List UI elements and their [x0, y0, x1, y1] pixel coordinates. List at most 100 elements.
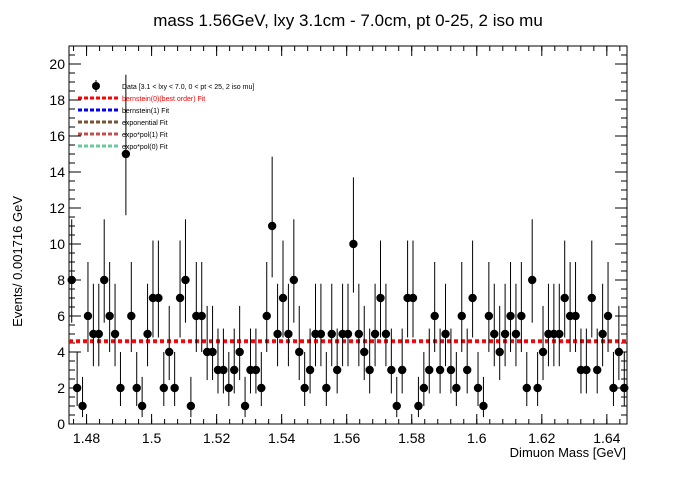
y-tick-label: 14 — [49, 164, 65, 180]
data-point — [527, 275, 537, 285]
chart-title: mass 1.56GeV, lxy 3.1cm - 7.0cm, pt 0-25… — [153, 11, 543, 30]
data-point — [175, 293, 185, 303]
data-point — [392, 401, 401, 411]
data-point — [132, 383, 141, 393]
axis-ticks: 1.48 1.5 1.52 1.54 1.56 1.58 1.6 1.62 1.64 0 2 4 6 8 1… — [49, 46, 627, 446]
data-point — [121, 149, 131, 159]
data-point — [587, 293, 596, 303]
y-tick-label: 12 — [49, 200, 65, 216]
data-point — [262, 311, 271, 321]
data-point — [603, 311, 613, 321]
data-point — [446, 365, 456, 375]
data-point — [522, 383, 531, 393]
data-point — [560, 293, 569, 303]
data-point — [305, 365, 315, 375]
data-point — [127, 311, 136, 321]
data-point — [495, 347, 504, 357]
x-tick-label: 1.56 — [333, 430, 360, 446]
data-point — [500, 329, 510, 339]
data-point — [511, 329, 521, 339]
y-tick-label: 4 — [57, 344, 65, 360]
data-point — [425, 365, 434, 375]
data-point — [414, 401, 423, 411]
y-tick-label: 6 — [57, 308, 65, 324]
legend-label: exponential Fit — [122, 120, 168, 127]
data-point — [137, 401, 147, 411]
data-point — [555, 329, 564, 339]
data-point — [419, 383, 429, 393]
data-point — [208, 347, 217, 357]
data-point — [490, 329, 499, 339]
data-point — [110, 329, 120, 339]
legend: Data [3.1 < lxy < 7.0, 0 < pt < 25, 2 is… — [78, 80, 254, 151]
x-tick-label: 1.54 — [268, 430, 295, 446]
data-point — [376, 293, 385, 303]
data-point — [441, 329, 450, 339]
x-tick-label: 1.48 — [73, 430, 100, 446]
data-point — [332, 365, 342, 375]
data-point — [143, 329, 152, 339]
data-point — [343, 329, 353, 339]
data-point — [387, 365, 396, 375]
x-tick-label: 1.64 — [593, 430, 620, 446]
x-tick-label: 1.6 — [467, 430, 487, 446]
data-point — [468, 293, 477, 303]
legend-label: bernstein(1) Fit — [122, 108, 169, 115]
data-point — [197, 311, 206, 321]
data-point — [435, 365, 445, 375]
data-point — [72, 383, 82, 393]
data-point — [322, 383, 331, 393]
x-tick-label: 1.58 — [398, 430, 425, 446]
data-point — [430, 311, 439, 321]
fit-curves — [69, 339, 627, 344]
data-point — [300, 383, 309, 393]
data-point — [620, 383, 629, 393]
data-point — [224, 383, 234, 393]
data-point — [316, 329, 326, 339]
data-point — [278, 293, 288, 303]
data-point — [105, 311, 114, 321]
data-point — [408, 293, 418, 303]
data-point — [517, 311, 526, 321]
data-point — [219, 365, 228, 375]
data-point — [116, 383, 125, 393]
data-point — [593, 365, 602, 375]
data-point — [381, 329, 391, 339]
data-point — [327, 329, 336, 339]
data-point — [235, 347, 244, 357]
y-tick-label: 10 — [49, 236, 65, 252]
data-point — [582, 365, 591, 375]
data-point — [251, 365, 261, 375]
data-point — [295, 347, 304, 357]
data-point — [370, 329, 380, 339]
y-tick-label: 16 — [49, 128, 65, 144]
data-points — [67, 74, 629, 418]
y-tick-label: 0 — [57, 416, 65, 432]
data-point — [67, 275, 76, 285]
data-point — [614, 347, 624, 357]
legend-label: expo*pol(0) Fit — [122, 144, 168, 151]
legend-label: Data [3.1 < lxy < 7.0, 0 < pt < 25, 2 is… — [122, 84, 254, 91]
data-point — [94, 329, 103, 339]
data-point — [538, 347, 548, 357]
data-point — [170, 383, 179, 393]
data-point — [457, 311, 466, 321]
x-tick-label: 1.52 — [203, 430, 230, 446]
data-point — [273, 329, 282, 339]
data-point — [479, 401, 488, 411]
data-point — [462, 365, 472, 375]
data-point — [165, 347, 174, 357]
legend-label: bernstein(0)(best order) Fit — [122, 96, 205, 103]
legend-label: expo*pol(1) Fit — [122, 132, 168, 139]
y-axis-label: Events/ 0.001716 GeV — [10, 196, 25, 327]
data-point — [186, 401, 196, 411]
x-tick-label: 1.5 — [142, 430, 162, 446]
data-point — [506, 311, 515, 321]
data-point — [349, 239, 358, 249]
data-point — [571, 311, 580, 321]
data-point — [365, 365, 374, 375]
data-point — [267, 221, 277, 231]
data-point — [609, 383, 618, 393]
